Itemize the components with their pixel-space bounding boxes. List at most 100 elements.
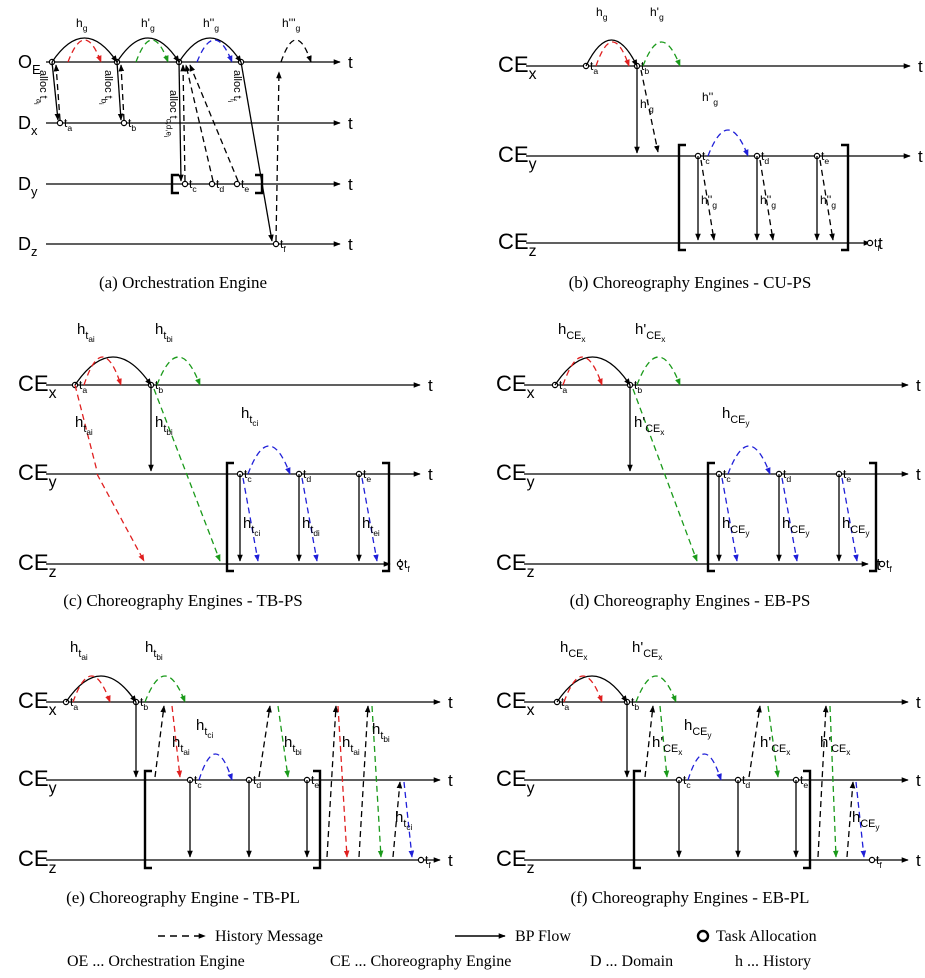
bracket-left bbox=[706, 461, 715, 573]
e-lane-cez-t-label: t bbox=[448, 851, 453, 870]
e-history-label-a2: htai bbox=[172, 734, 190, 757]
e-history-down-c3 bbox=[403, 781, 415, 858]
c-history-label-b2: htbi bbox=[155, 414, 173, 437]
task-d-allocation-icon bbox=[208, 180, 216, 188]
c-task-a-label: ta bbox=[79, 378, 87, 395]
f-task-a-label: ta bbox=[561, 695, 569, 712]
c-task-e-label: te bbox=[363, 467, 371, 484]
d-history-down-e bbox=[841, 477, 859, 562]
d-lane-cez-label: CEz bbox=[496, 550, 535, 581]
d-task-f-label: tf bbox=[886, 557, 892, 574]
d-task-b-label: tb bbox=[634, 378, 642, 395]
b-lane-cex-label: CEx bbox=[498, 52, 537, 83]
c-task-d-label: td bbox=[303, 467, 311, 484]
b-history-arc-h2 bbox=[707, 129, 749, 157]
f-history-down-x3 bbox=[767, 705, 780, 778]
e-history-up-5 bbox=[392, 781, 403, 858]
e-history-down-a bbox=[171, 705, 183, 778]
b-lane-cez-t-label: t bbox=[878, 234, 883, 253]
f-bp-flow-arc bbox=[556, 675, 628, 703]
e-lane-cez-label: CEz bbox=[18, 846, 57, 877]
bracket-right bbox=[382, 461, 391, 573]
bracket-left bbox=[677, 143, 686, 252]
e-task-d-label: td bbox=[253, 773, 261, 790]
bracket-left bbox=[225, 461, 234, 573]
history-return-a bbox=[53, 64, 61, 121]
bp-flow-arc-3 bbox=[178, 37, 242, 63]
d-lane-cey-label: CEy bbox=[496, 460, 535, 491]
task-f-allocation-icon bbox=[272, 240, 280, 248]
b-lane-cex-t-label: t bbox=[918, 57, 923, 76]
b-history-label-h2: h''g bbox=[702, 90, 718, 107]
e-task-c-label: tc bbox=[194, 773, 202, 790]
bracket-left bbox=[170, 173, 179, 195]
f-history-label-x: hCEx bbox=[560, 639, 588, 662]
b-history-down-c bbox=[700, 159, 716, 241]
f-task-f-allocation-icon bbox=[868, 856, 876, 864]
c-history-down-a bbox=[74, 384, 98, 472]
history-arc-h bbox=[67, 39, 102, 63]
c-history-label-a: htai bbox=[77, 321, 95, 344]
b-task-e-label: te bbox=[821, 149, 829, 166]
f-task-c-label: tc bbox=[683, 773, 691, 790]
f-history-up-2 bbox=[748, 705, 762, 778]
b-task-d-label: td bbox=[761, 149, 769, 166]
bp-flow-arc-2 bbox=[116, 37, 180, 63]
legend-task-allocation-icon bbox=[696, 929, 710, 943]
b-task-c-label: tc bbox=[702, 149, 710, 166]
history-arc-h3 bbox=[280, 39, 312, 63]
lane-oe-label: OE bbox=[18, 52, 41, 77]
history-label-h1: h'g bbox=[141, 16, 155, 33]
lane-dx-label: Dx bbox=[18, 113, 38, 138]
f-history-down-y bbox=[855, 781, 867, 858]
b-history-arc-h bbox=[595, 41, 630, 67]
f-task-e-label: te bbox=[800, 773, 808, 790]
bracket-right bbox=[841, 143, 850, 252]
d-task-e-label: te bbox=[843, 467, 851, 484]
e-history-down-a3 bbox=[337, 705, 350, 858]
b-history-down-e bbox=[819, 159, 835, 241]
f-lane-cex-label: CEx bbox=[496, 688, 535, 719]
e-task-f-allocation-icon bbox=[417, 856, 425, 864]
f-task-d-label: td bbox=[742, 773, 750, 790]
d-task-c-label: tc bbox=[723, 467, 731, 484]
b-lane-cey-label: CEy bbox=[498, 142, 537, 173]
c-history-arc-c bbox=[247, 445, 291, 475]
c-history-label-e2: htei bbox=[362, 515, 380, 538]
f-lane-cey-t-label: t bbox=[916, 771, 921, 790]
caption-a: (a) Orchestration Engine bbox=[99, 273, 267, 292]
b-history-label-c: h''g bbox=[701, 193, 717, 210]
history-label-h3: h'''g bbox=[282, 16, 301, 33]
alloc-label-a: alloc tai bbox=[32, 70, 49, 105]
task-e-label: te bbox=[241, 177, 249, 194]
e-history-label-b3: htbi bbox=[372, 721, 390, 744]
task-c-label: tc bbox=[189, 177, 197, 194]
bracket-left bbox=[143, 769, 152, 870]
bracket-right bbox=[255, 173, 264, 195]
caption-f: (f) Choreography Engines - EB-PL bbox=[571, 888, 810, 907]
c-task-f-allocation-icon bbox=[396, 560, 404, 568]
c-task-c-label: tc bbox=[244, 467, 252, 484]
f-history-label-y: hCEy bbox=[684, 717, 712, 740]
c-lane-cey-label: CEy bbox=[18, 460, 57, 491]
legend-task-allocation: Task Allocation bbox=[716, 928, 817, 945]
d-history-label-x: hCEx bbox=[558, 321, 586, 344]
f-lane-cez-t-label: t bbox=[916, 851, 921, 870]
b-history-label-e: h''g bbox=[820, 193, 836, 210]
d-history-down-c bbox=[721, 477, 739, 562]
d-history-label-y: hCEy bbox=[722, 405, 750, 428]
b-task-f-label: tf bbox=[874, 236, 880, 253]
c-history-label-a2: htai bbox=[75, 414, 93, 437]
caption-b: (b) Choreography Engines - CU-PS bbox=[569, 273, 812, 292]
f-history-label-x3: h'CEx bbox=[760, 734, 791, 757]
legend-h: h ... History bbox=[735, 953, 811, 970]
e-history-arc-b bbox=[144, 675, 186, 703]
f-lane-cey-label: CEy bbox=[496, 766, 535, 797]
caption-d: (d) Choreography Engines - EB-PS bbox=[570, 591, 811, 610]
lane-dz-t-label: t bbox=[348, 235, 353, 254]
history-return-b bbox=[118, 64, 125, 121]
f-history-down-x4 bbox=[829, 705, 839, 858]
f-history-label-x2: h'CEx bbox=[652, 734, 683, 757]
c-history-down-a2 bbox=[96, 473, 145, 562]
history-arc-h2 bbox=[196, 39, 233, 63]
